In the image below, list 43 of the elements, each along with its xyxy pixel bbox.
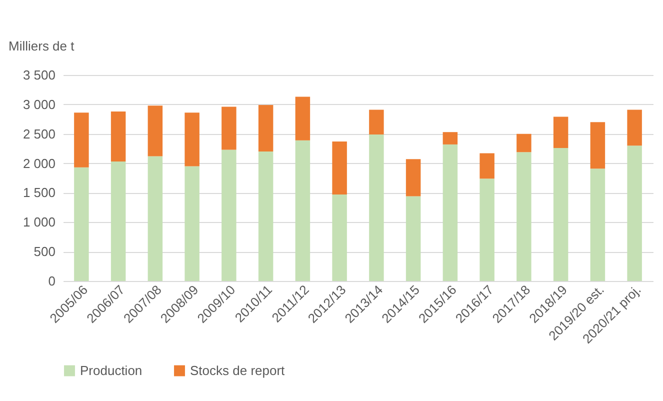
y-tick-label: 2 000 [22,156,56,171]
y-tick-label: 3 000 [22,96,56,112]
y-tick-label: 500 [34,244,56,260]
bar [332,194,347,281]
bar [442,144,458,281]
bar [553,116,568,148]
y-tick-label: 3 500 [22,68,56,82]
bar [148,156,163,281]
bar [222,106,236,150]
bar [590,122,606,169]
bar [258,152,274,281]
bar [184,166,200,281]
bar [516,134,532,152]
bar [74,167,89,281]
bar [110,111,126,162]
y-tick-label: 1 500 [22,185,56,200]
y-axis-title: Milliers de t [8,38,75,54]
bar [369,134,384,281]
bar [590,168,606,281]
y-tick-label: 0 [48,274,56,288]
bar [406,159,421,196]
bar [295,96,310,140]
bar [369,110,384,134]
y-tick-label: 2 500 [22,126,56,142]
bar [222,150,236,281]
bar [627,110,642,146]
bar [258,105,274,152]
bar [442,132,458,144]
bar [627,146,642,281]
legend-label: Stocks de report [190,362,286,378]
bar [184,112,200,166]
bar [74,112,89,168]
bar [516,152,532,281]
bar [480,153,494,179]
bar [480,178,494,281]
bar [553,148,568,281]
bar [148,106,163,156]
y-tick-label: 1 000 [22,214,56,230]
bar [332,142,347,194]
bar [406,196,421,281]
legend-label: Production [80,362,142,378]
bar [110,162,126,281]
bar [295,140,310,281]
